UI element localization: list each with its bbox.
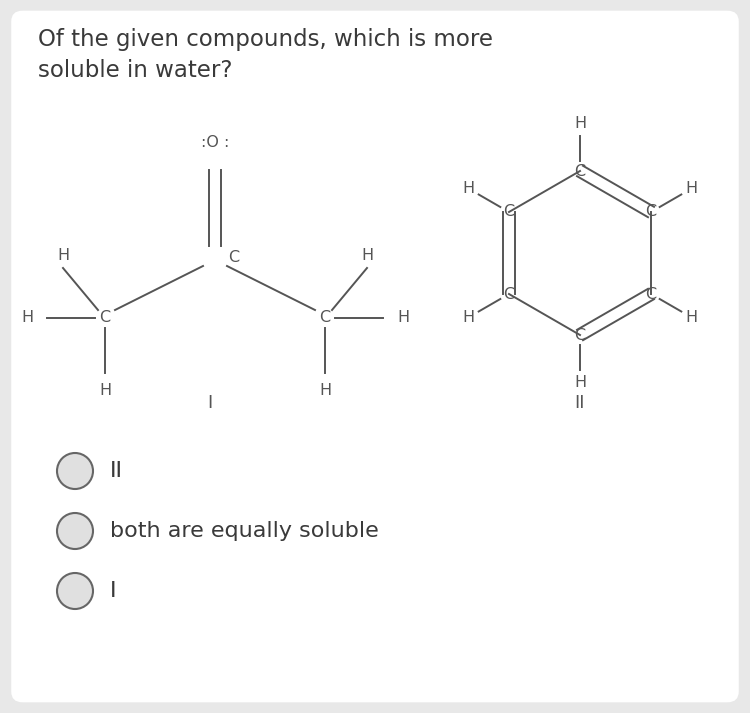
Circle shape [57,513,93,549]
Text: I: I [110,581,116,601]
Text: C: C [574,327,586,342]
Text: H: H [319,383,331,398]
Text: H: H [462,181,474,196]
Text: C: C [228,250,239,265]
Text: H: H [574,116,586,131]
Text: C: C [503,287,515,302]
Text: both are equally soluble: both are equally soluble [110,521,379,541]
Circle shape [57,453,93,489]
Text: Of the given compounds, which is more
soluble in water?: Of the given compounds, which is more so… [38,28,493,82]
Text: H: H [686,181,698,196]
Text: H: H [57,248,69,263]
Text: I: I [207,394,213,412]
Text: C: C [646,287,656,302]
Text: C: C [320,310,331,326]
Text: H: H [361,248,373,263]
Text: II: II [574,394,585,412]
Circle shape [57,573,93,609]
Text: H: H [397,310,410,326]
Text: H: H [462,310,474,325]
Text: C: C [100,310,110,326]
Text: C: C [574,163,586,178]
Text: H: H [574,374,586,389]
Text: C: C [646,205,656,220]
Text: II: II [110,461,123,481]
Text: H: H [99,383,111,398]
Text: H: H [21,310,33,326]
Text: H: H [686,310,698,325]
Text: :O :: :O : [201,135,229,150]
Text: C: C [503,205,515,220]
